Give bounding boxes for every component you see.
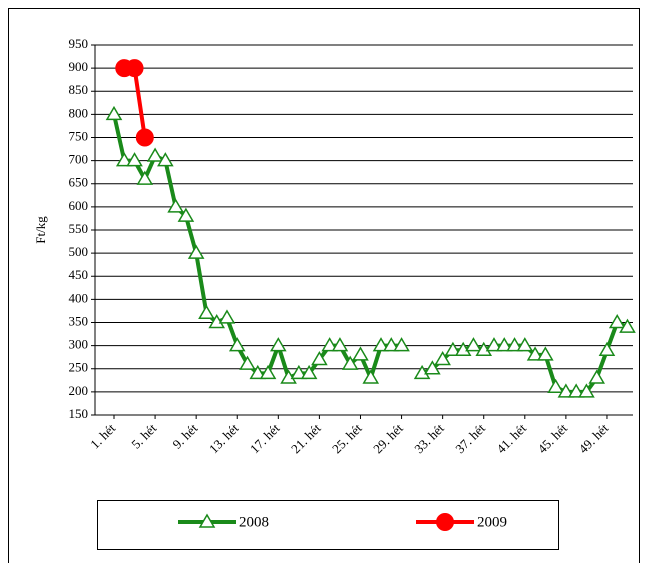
data-point bbox=[537, 346, 554, 361]
data-point bbox=[424, 360, 441, 375]
legend-marker bbox=[198, 513, 216, 528]
y-tick-label: 750 bbox=[69, 128, 89, 143]
data-point bbox=[393, 337, 410, 352]
data-point bbox=[187, 244, 205, 259]
data-point bbox=[506, 337, 523, 352]
data-point bbox=[290, 364, 308, 380]
data-point bbox=[249, 364, 267, 380]
y-tick-label: 700 bbox=[69, 152, 89, 167]
data-point bbox=[608, 314, 626, 329]
legend-marker bbox=[436, 513, 454, 531]
data-point bbox=[146, 147, 164, 162]
data-point bbox=[126, 152, 143, 167]
y-tick-label: 950 bbox=[69, 36, 89, 51]
data-point bbox=[465, 337, 482, 352]
y-tick-label: 350 bbox=[69, 313, 89, 328]
data-point bbox=[105, 105, 123, 121]
y-tick-label: 250 bbox=[69, 360, 89, 375]
y-tick-label: 850 bbox=[69, 82, 89, 97]
data-point bbox=[125, 59, 144, 78]
data-point bbox=[198, 304, 215, 319]
data-point bbox=[321, 337, 338, 352]
data-point bbox=[485, 337, 503, 352]
data-point bbox=[218, 309, 236, 324]
data-point bbox=[239, 355, 256, 370]
y-tick-label: 150 bbox=[69, 406, 89, 421]
data-point bbox=[341, 355, 359, 370]
data-point bbox=[177, 207, 195, 222]
data-point bbox=[547, 378, 564, 393]
y-tick-label: 900 bbox=[69, 59, 89, 74]
data-point bbox=[352, 346, 369, 361]
data-point bbox=[259, 364, 277, 380]
legend-box bbox=[97, 500, 559, 550]
data-point bbox=[588, 369, 605, 384]
legend-label: 2009 bbox=[477, 514, 507, 530]
data-point bbox=[526, 346, 544, 361]
data-point bbox=[115, 152, 133, 167]
data-point bbox=[567, 383, 585, 398]
data-point bbox=[331, 337, 349, 352]
data-point bbox=[167, 198, 184, 213]
data-point bbox=[598, 341, 616, 356]
chart-frame bbox=[8, 8, 640, 563]
y-tick-label: 300 bbox=[69, 337, 89, 352]
y-tick-label: 200 bbox=[69, 383, 89, 398]
data-point bbox=[434, 351, 451, 366]
data-point bbox=[495, 337, 513, 352]
y-tick-label: 500 bbox=[69, 244, 89, 259]
data-point bbox=[372, 337, 390, 352]
data-point bbox=[619, 318, 636, 333]
y-tick-label: 600 bbox=[69, 198, 89, 213]
data-point bbox=[444, 341, 462, 356]
data-point bbox=[228, 337, 246, 352]
data-point bbox=[382, 337, 400, 352]
data-point bbox=[135, 128, 154, 147]
y-tick-label: 800 bbox=[69, 105, 89, 120]
data-point bbox=[270, 337, 287, 352]
data-point bbox=[578, 383, 595, 398]
data-point bbox=[362, 369, 380, 384]
y-tick-label: 550 bbox=[69, 221, 89, 236]
data-point bbox=[557, 383, 575, 398]
data-point bbox=[300, 364, 318, 380]
data-point bbox=[157, 152, 174, 167]
y-tick-label: 450 bbox=[69, 267, 89, 282]
y-tick-label: 400 bbox=[69, 290, 89, 305]
data-point bbox=[311, 351, 328, 366]
data-point bbox=[136, 170, 154, 185]
y-axis-label: Ft/kg bbox=[33, 216, 48, 244]
legend-label: 2008 bbox=[239, 514, 269, 530]
y-tick-label: 650 bbox=[69, 175, 89, 190]
data-point bbox=[516, 337, 534, 352]
